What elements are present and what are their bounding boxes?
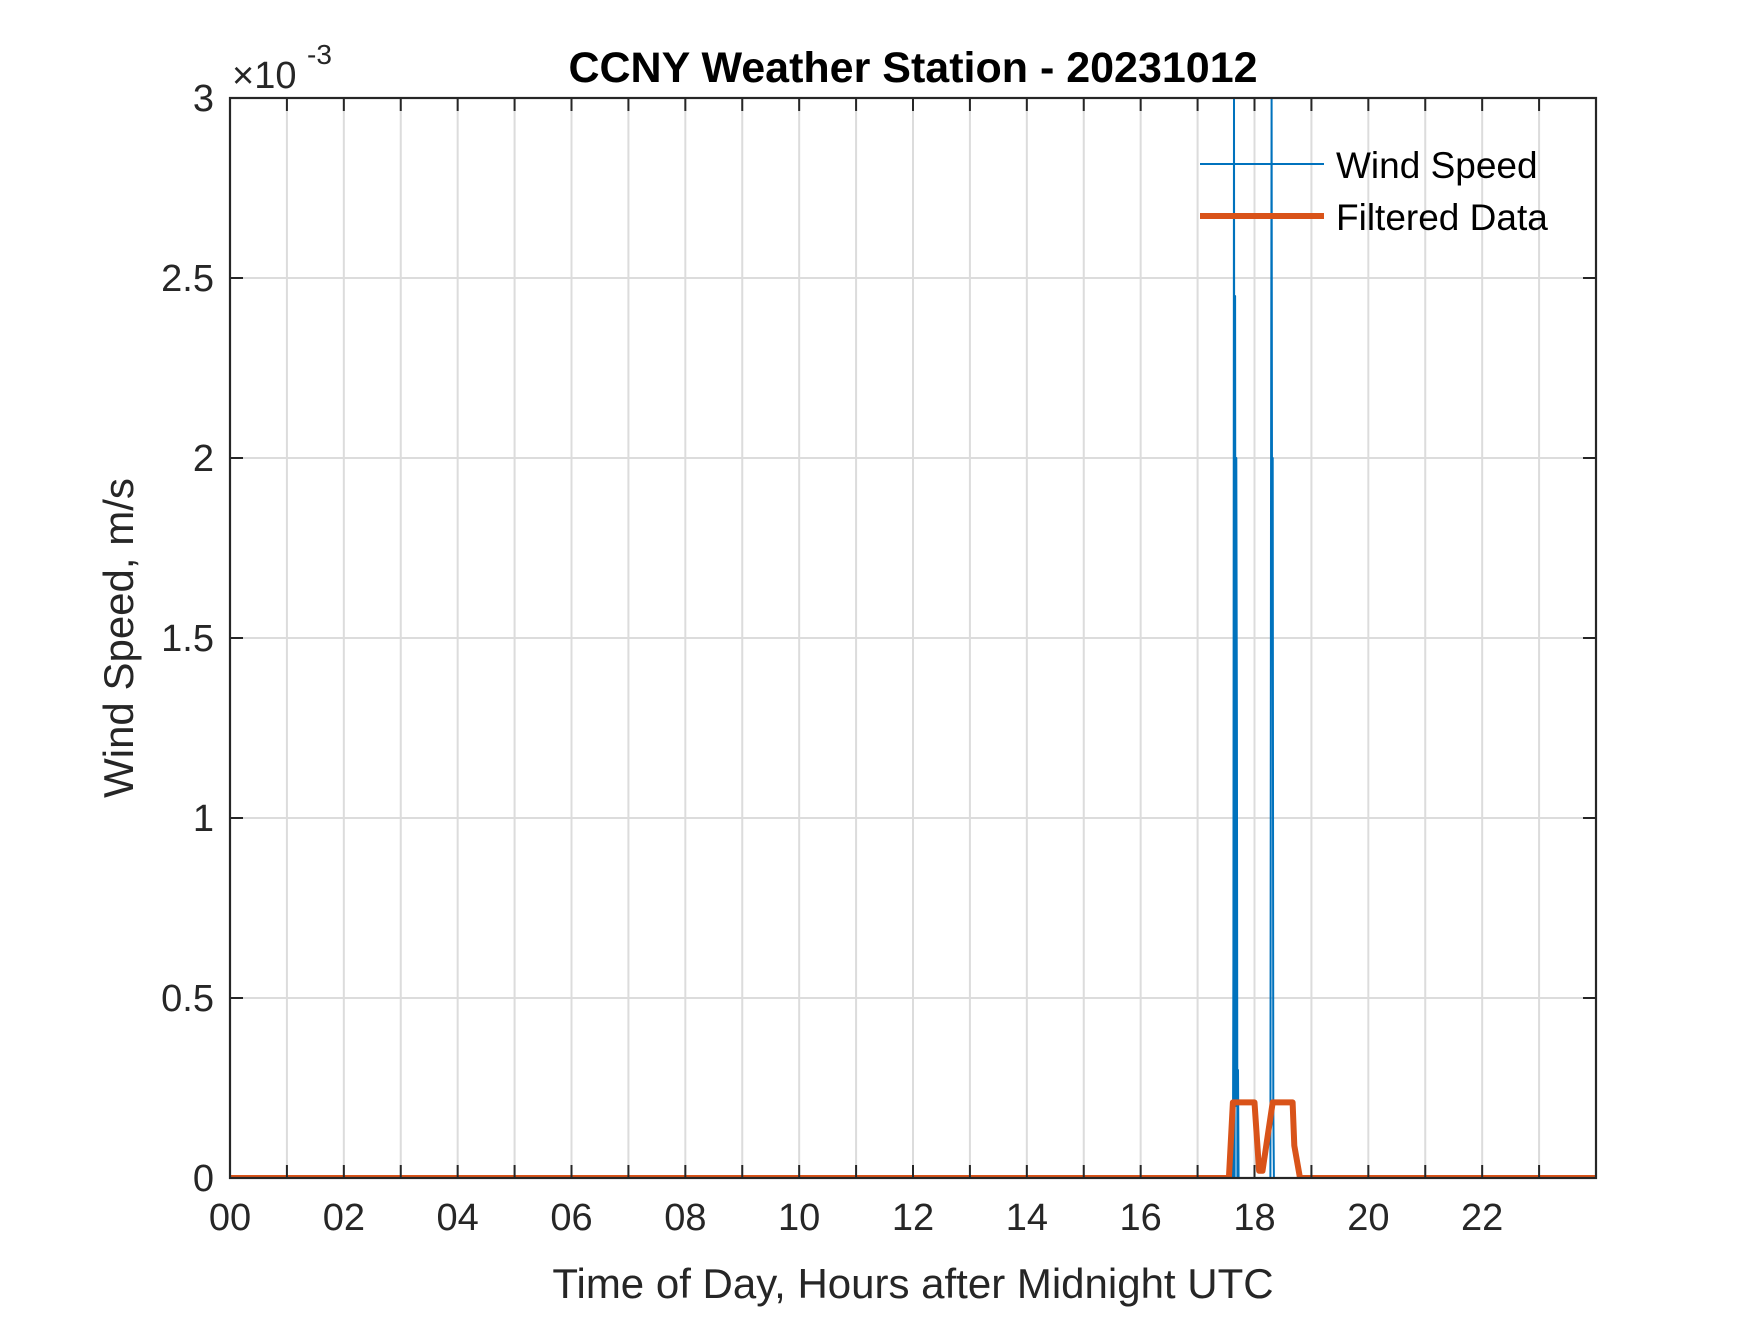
x-tick-label: 10 (778, 1197, 820, 1239)
y-tick-label: 1.5 (161, 618, 214, 660)
legend-filtered-data-label: Filtered Data (1336, 197, 1548, 238)
y-tick-label: 0.5 (161, 978, 214, 1020)
y-axis-label: Wind Speed, m/s (95, 478, 142, 798)
series-lines (230, 98, 1596, 1178)
x-tick-label: 00 (209, 1197, 251, 1239)
y-exponent-multiplier: ×10 (232, 55, 296, 97)
x-tick-label: 12 (892, 1197, 934, 1239)
series-line-filtered-data (230, 1099, 1596, 1178)
y-exponent-power: -3 (307, 39, 332, 70)
grid-lines (229, 97, 1596, 1179)
x-tick-label: 22 (1461, 1197, 1503, 1239)
series-line-wind-speed (230, 98, 1596, 1178)
x-tick-label: 20 (1347, 1197, 1389, 1239)
axis-ticks (229, 97, 1596, 1179)
x-axis-label: Time of Day, Hours after Midnight UTC (552, 1260, 1273, 1307)
y-tick-label: 2 (193, 438, 214, 480)
x-tick-label: 08 (664, 1197, 706, 1239)
x-tick-label: 18 (1233, 1197, 1275, 1239)
legend: Wind Speed Filtered Data (1200, 145, 1548, 238)
x-tick-label: 02 (323, 1197, 365, 1239)
x-tick-label: 04 (437, 1197, 479, 1239)
y-tick-label: 2.5 (161, 258, 214, 300)
x-tick-label: 06 (550, 1197, 592, 1239)
chart-title: CCNY Weather Station - 20231012 (568, 44, 1257, 92)
x-tick-label: 14 (1006, 1197, 1048, 1239)
x-tick-label: 16 (1120, 1197, 1162, 1239)
y-tick-label: 0 (193, 1158, 214, 1200)
tick-labels: 00 02 04 06 08 10 12 14 16 18 20 22 0 0.5 1 1.5 2 2.5 3 (161, 78, 1503, 1239)
legend-wind-speed-label: Wind Speed (1336, 145, 1538, 186)
y-tick-label: 1 (193, 798, 214, 840)
y-tick-label: 3 (193, 78, 214, 120)
